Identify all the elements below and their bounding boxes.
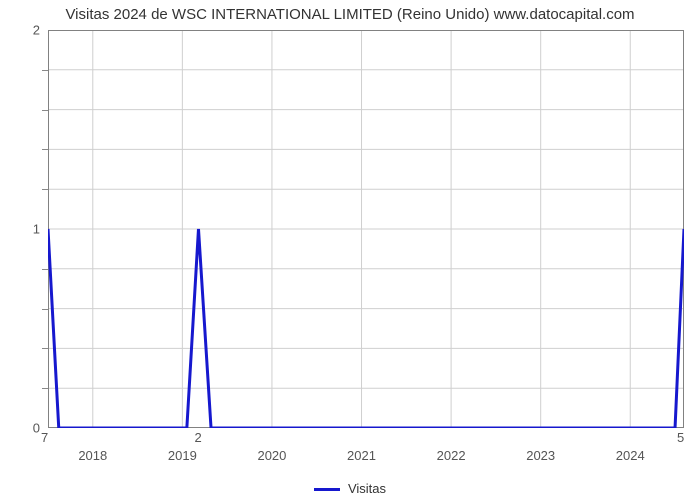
chart-svg: [48, 30, 684, 428]
y-tick-label: 2: [33, 23, 48, 38]
corner-label-bottom-left: 7: [41, 430, 48, 445]
chart-title: Visitas 2024 de WSC INTERNATIONAL LIMITE…: [0, 6, 700, 23]
y-minor-tick: [42, 189, 48, 191]
plot-area: 0122018201920202021202220232024752: [48, 30, 684, 428]
y-minor-tick: [42, 269, 48, 271]
x-tick-label: 2020: [257, 428, 286, 463]
y-minor-tick: [42, 388, 48, 390]
y-tick-label: 1: [33, 222, 48, 237]
legend-swatch: [314, 488, 340, 491]
y-minor-tick: [42, 309, 48, 311]
x-tick-label: 2018: [78, 428, 107, 463]
x-tick-label: 2022: [437, 428, 466, 463]
corner-label-mid: 2: [194, 430, 201, 445]
chart-container: Visitas 2024 de WSC INTERNATIONAL LIMITE…: [0, 0, 700, 500]
y-minor-tick: [42, 70, 48, 72]
y-minor-tick: [42, 149, 48, 151]
x-tick-label: 2024: [616, 428, 645, 463]
y-minor-tick: [42, 110, 48, 112]
x-tick-label: 2023: [526, 428, 555, 463]
legend-label: Visitas: [348, 481, 386, 496]
corner-label-bottom-right: 5: [677, 430, 684, 445]
x-tick-label: 2021: [347, 428, 376, 463]
x-tick-label: 2019: [168, 428, 197, 463]
y-minor-tick: [42, 348, 48, 350]
legend: Visitas: [0, 481, 700, 496]
